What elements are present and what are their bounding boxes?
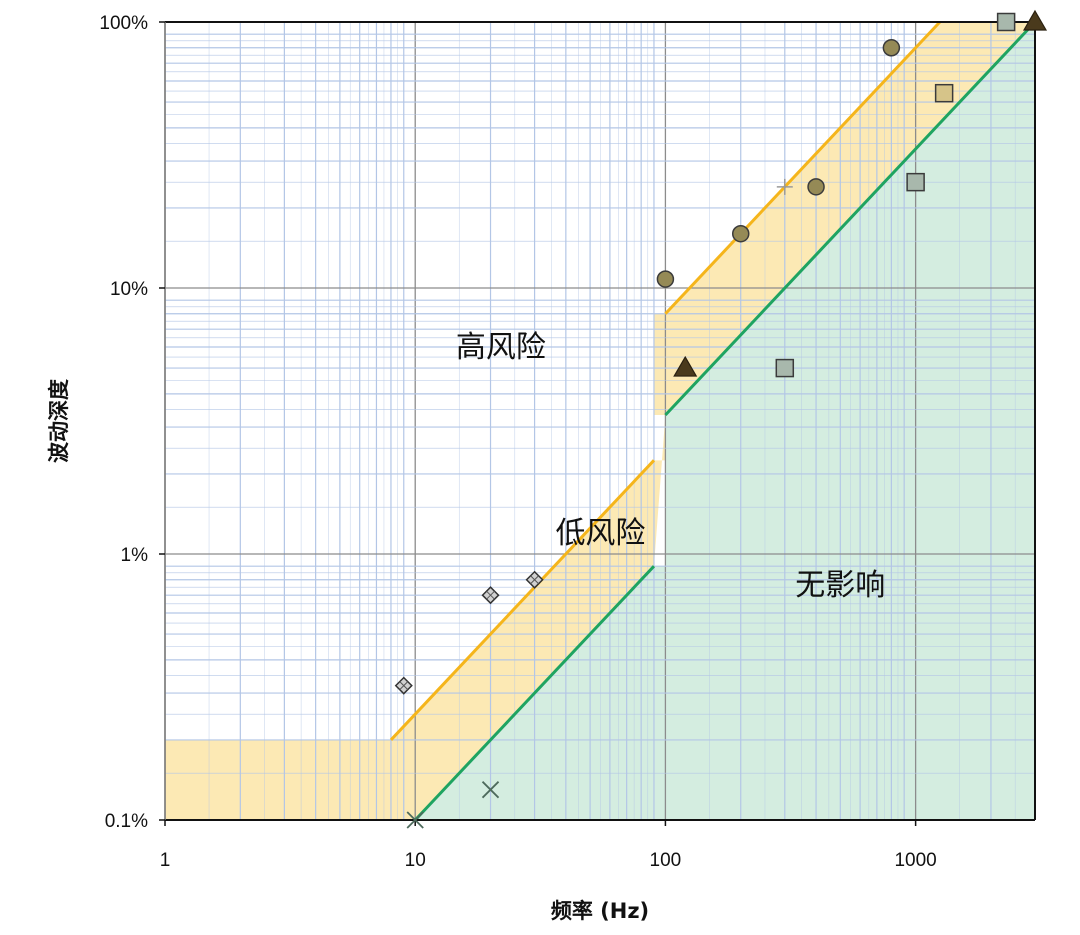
y-tick-label: 0.1% xyxy=(105,811,148,832)
y-tick-label: 10% xyxy=(110,279,148,300)
square-point xyxy=(996,12,1016,32)
boundary-lines xyxy=(389,20,1037,822)
region-fills xyxy=(165,22,1035,820)
no-effect-region xyxy=(665,22,1035,820)
y-tick-label: 100% xyxy=(99,13,148,34)
square-point xyxy=(906,172,925,192)
diamond-point-hatch xyxy=(486,590,495,600)
low-risk-region xyxy=(653,22,1035,416)
diamond-point-hatch xyxy=(399,681,409,690)
circle-point xyxy=(731,224,750,243)
plus-point xyxy=(776,178,793,195)
region-label: 无影响 xyxy=(795,568,885,603)
circle-point xyxy=(807,178,825,196)
low-risk-region xyxy=(165,739,416,820)
x-tick-label: 10 xyxy=(405,850,426,871)
square-point xyxy=(775,358,795,378)
diamond-point-hatch xyxy=(530,575,539,585)
triangle-point xyxy=(1022,9,1048,31)
square-point xyxy=(934,83,954,103)
high-risk-boundary-line xyxy=(389,459,656,741)
plot-frame xyxy=(159,21,1036,826)
tick-labels: 1 10 100 1000 0.1% 1% 10% 100% xyxy=(99,13,936,871)
y-tick-label: 1% xyxy=(121,545,149,566)
x-point xyxy=(481,781,500,799)
x-tick-label: 1000 xyxy=(894,850,936,871)
circle-point xyxy=(656,270,675,288)
data-points xyxy=(394,9,1048,829)
region-label: 低风险 xyxy=(555,516,645,551)
high-risk-boundary-line xyxy=(664,20,941,315)
x-tick-label: 1 xyxy=(160,850,171,871)
x-tick-label: 100 xyxy=(650,850,682,871)
x-axis-title: 频率 (Hz) xyxy=(551,899,649,923)
x-point xyxy=(406,811,424,829)
circle-point xyxy=(882,39,901,57)
low-risk-region xyxy=(390,415,666,820)
low-risk-boundary-line xyxy=(664,20,1037,417)
y-axis-title: 波动深度 xyxy=(47,379,71,463)
low-risk-boundary-line xyxy=(414,565,656,822)
region-label: 高风险 xyxy=(456,330,546,365)
triangle-point xyxy=(673,355,698,377)
